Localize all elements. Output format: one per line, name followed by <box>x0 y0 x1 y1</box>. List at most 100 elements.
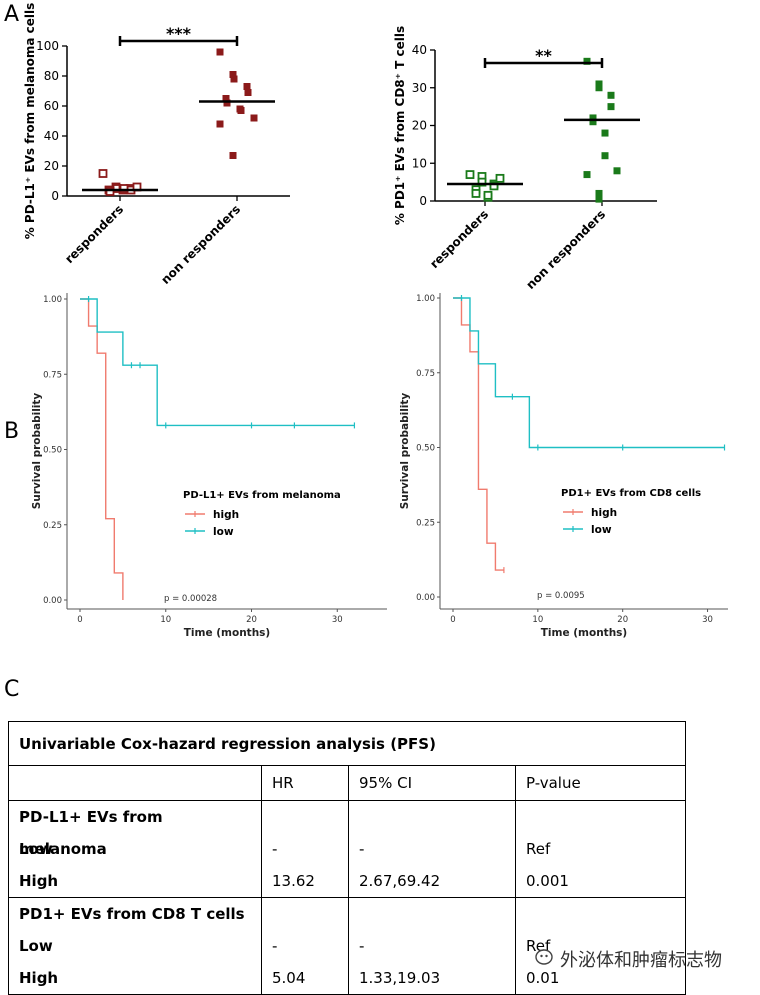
table-header-blank <box>8 765 262 801</box>
table-header-ci: 95% CI <box>348 765 516 801</box>
y-tick-label: 0.50 <box>43 446 62 456</box>
legend-label: high <box>591 507 617 519</box>
x-tick-label: 30 <box>702 615 713 625</box>
data-point <box>601 152 609 160</box>
legend-title: PD1+ EVs from CD8 cells <box>561 488 701 499</box>
x-tick-label: 20 <box>617 615 628 625</box>
x-tick-label: responders <box>427 207 491 271</box>
x-tick-label: 20 <box>246 615 257 625</box>
data-point <box>230 75 238 83</box>
legend-label: low <box>591 524 612 536</box>
y-tick-label: 0.00 <box>43 596 62 606</box>
group-title: PD-L1+ EVs from melanoma <box>19 808 163 858</box>
p-value: 0.001 <box>526 872 569 890</box>
data-point <box>607 91 615 99</box>
y-axis-label: Survival probability <box>31 393 43 510</box>
watermark-text: 外泌体和肿瘤标志物 <box>560 950 722 971</box>
legend-title: PD-L1+ EVs from melanoma <box>183 490 341 501</box>
y-axis-label: % PD1⁺ EVs from CD8⁺ T cells <box>393 26 407 225</box>
y-axis-label: Survival probability <box>399 393 411 510</box>
panel-label-a: A <box>4 2 20 27</box>
y-tick-label: 30 <box>412 81 427 95</box>
data-point <box>595 195 603 203</box>
x-tick-label: non responders <box>158 202 243 287</box>
data-point <box>465 170 475 179</box>
table-header-hr: HR <box>261 765 349 801</box>
data-point <box>607 103 615 111</box>
x-tick-label: 0 <box>450 615 455 625</box>
x-tick-label: 0 <box>77 615 82 625</box>
table-header-pvalue: P-value <box>515 765 686 801</box>
ci-value: 2.67,69.42 <box>359 872 441 890</box>
x-tick-label: responders <box>62 202 126 266</box>
scatter-chart-pdl1: 0 20 40 60 80 100% PD-L1⁺ EVs from melanoma c… <box>23 3 290 287</box>
data-point <box>477 177 487 187</box>
ci-value: - <box>359 840 365 858</box>
data-point <box>489 181 499 191</box>
x-axis-label: Time (months) <box>541 627 627 639</box>
x-tick-label: 10 <box>532 615 543 625</box>
data-point <box>216 120 224 128</box>
data-point <box>229 152 237 159</box>
significance-stars: *** <box>166 24 192 43</box>
data-point <box>222 95 230 102</box>
hr-value: 5.04 <box>272 969 306 987</box>
row-label: High <box>19 872 59 890</box>
p-value-label: p = 0.00028 <box>164 594 217 604</box>
data-point <box>583 171 591 179</box>
data-point <box>595 84 603 92</box>
data-point <box>471 189 481 198</box>
data-point <box>583 57 591 65</box>
hr-value: - <box>272 840 278 858</box>
data-point <box>595 80 603 88</box>
ci-value: - <box>359 937 365 955</box>
ci-value: 1.33,19.03 <box>359 969 441 987</box>
p-value: 0.01 <box>526 969 560 987</box>
survival-curve-low <box>80 298 355 427</box>
y-tick-label: 0.75 <box>416 369 435 379</box>
y-tick-label: 1.00 <box>43 295 62 305</box>
x-axis-label: Time (months) <box>184 627 270 639</box>
y-tick-label: 0.25 <box>416 518 435 528</box>
y-tick-label: 80 <box>44 69 59 83</box>
cox-regression-table: Univariable Cox-hazard regression analys… <box>8 721 686 995</box>
y-tick-label: 0.75 <box>43 370 62 380</box>
y-tick-label: 0 <box>51 189 59 203</box>
data-point <box>223 99 231 107</box>
y-tick-label: 0 <box>419 194 427 208</box>
data-point <box>216 48 224 56</box>
hr-value: 13.62 <box>272 872 315 890</box>
table-title: Univariable Cox-hazard regression analys… <box>8 721 686 766</box>
row-label: Low <box>19 937 53 955</box>
data-point <box>589 118 597 126</box>
group-title: PD1+ EVs from CD8 T cells <box>19 905 245 923</box>
data-point <box>483 190 493 200</box>
y-tick-label: 1.00 <box>416 294 435 304</box>
legend-label: high <box>213 509 239 521</box>
wechat-icon <box>535 949 553 965</box>
data-point <box>244 89 252 96</box>
data-point <box>589 114 597 122</box>
data-point <box>613 167 621 175</box>
x-tick-label: 10 <box>160 615 171 625</box>
hr-value: - <box>272 937 278 955</box>
row-label: High <box>19 969 59 987</box>
data-point <box>495 173 505 183</box>
y-tick-label: 40 <box>44 129 59 143</box>
panel-label-c: C <box>4 677 20 702</box>
y-tick-label: 0.00 <box>416 593 435 603</box>
y-tick-label: 60 <box>44 99 59 113</box>
y-tick-label: 100 <box>36 39 59 53</box>
y-axis-label: % PD-L1⁺ EVs from melanoma cells <box>23 3 37 240</box>
km-chart-pdl1: 0.00 0.25 0.50 0.75 1.00 0 10 20 30 Time (months)… <box>31 293 387 639</box>
x-tick-label: non responders <box>523 207 608 292</box>
data-point <box>229 71 237 78</box>
survival-curve-high <box>80 298 124 600</box>
legend-label: low <box>213 526 234 538</box>
p-value-label: p = 0.0095 <box>537 591 585 601</box>
y-tick-label: 0.50 <box>416 444 435 454</box>
survival-curve-low <box>453 297 725 449</box>
data-point <box>105 187 115 196</box>
y-tick-label: 10 <box>412 156 427 170</box>
table-group-row: PD-L1+ EVs from melanoma Low High - 13.6… <box>8 800 686 898</box>
